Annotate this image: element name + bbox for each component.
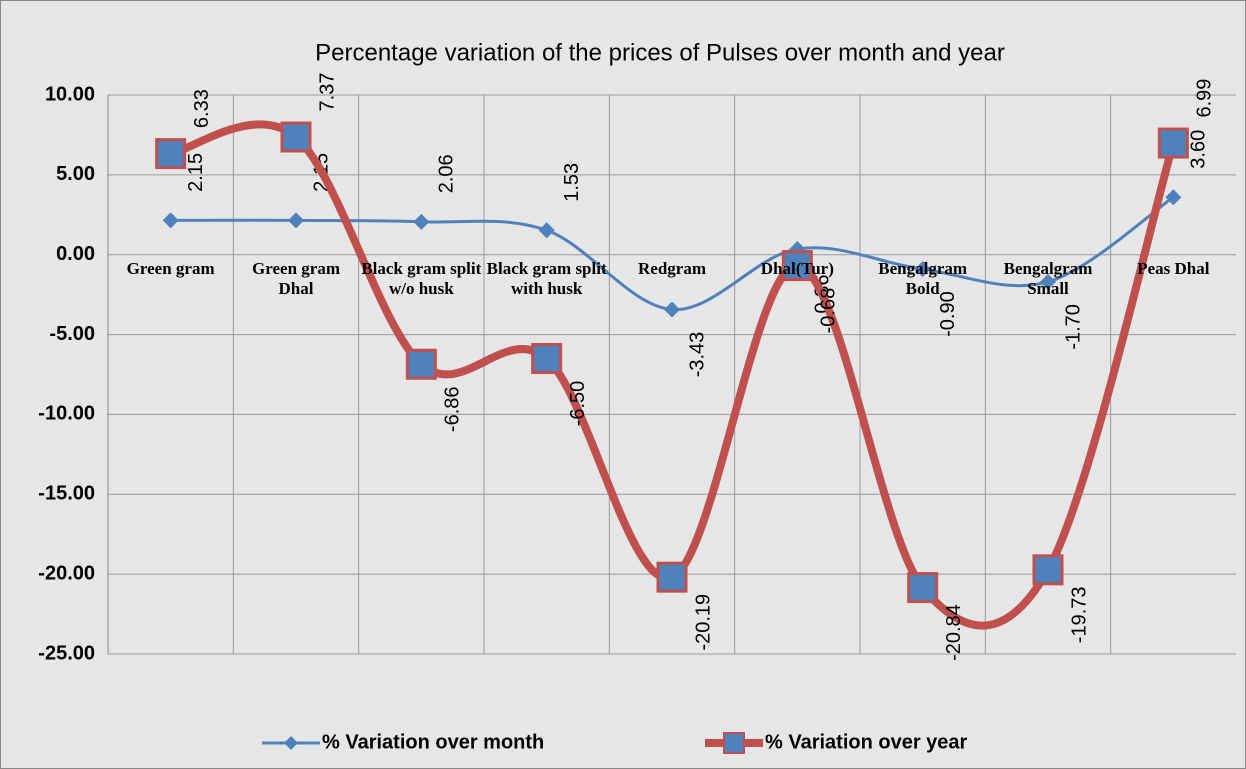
y-tick-label: -25.00 xyxy=(38,642,95,664)
marker xyxy=(1032,554,1064,586)
marker xyxy=(155,138,187,170)
data-label: 7.37 xyxy=(316,73,338,112)
data-label: -3.43 xyxy=(686,332,708,378)
y-tick-label: 10.00 xyxy=(45,83,95,105)
legend-label: % Variation over year xyxy=(765,731,968,753)
data-label: 6.33 xyxy=(191,89,213,128)
marker xyxy=(914,261,931,278)
data-label: 2.15 xyxy=(185,153,207,192)
x-tick-label: Peas Dhal xyxy=(1137,258,1210,278)
data-label: 2.06 xyxy=(436,154,458,193)
marker xyxy=(280,121,312,153)
x-tick-label: Bengalgram Small xyxy=(1003,258,1093,298)
data-label: -1.70 xyxy=(1062,304,1084,350)
legend-marker xyxy=(723,732,745,754)
y-tick-label: -5.00 xyxy=(49,323,95,345)
marker xyxy=(781,250,813,282)
legend-label: % Variation over month xyxy=(322,731,544,753)
x-tick-label: Black gram split w/o husk xyxy=(361,258,482,298)
marker xyxy=(656,561,688,593)
legend-marker xyxy=(284,736,298,750)
x-tick-label: Redgram xyxy=(638,258,706,278)
marker xyxy=(288,212,304,229)
marker xyxy=(907,572,939,604)
marker xyxy=(1040,273,1056,290)
marker xyxy=(413,213,430,230)
data-label: 3.60 xyxy=(1188,130,1210,169)
data-label: 1.53 xyxy=(561,163,583,202)
series-1: 6.33 7.37 -6.86 -6.50 -20.19 -0.68 -20.84 -19.7… xyxy=(155,73,1216,661)
y-tick-label: -10.00 xyxy=(38,403,95,425)
y-tick-label: 5.00 xyxy=(56,163,95,185)
data-label: -20.84 xyxy=(943,604,965,661)
data-label: -6.86 xyxy=(442,386,464,432)
x-tick-label: Black gram split with husk xyxy=(486,258,607,298)
y-tick-label: -20.00 xyxy=(38,562,95,584)
x-tick-label: Green gram Dhal xyxy=(252,258,340,298)
marker xyxy=(664,301,680,318)
x-tick-label: Dhal(Tur) xyxy=(760,258,834,278)
data-label: -0.68 xyxy=(818,288,840,334)
marker xyxy=(405,348,437,380)
y-tick-label: 0.00 xyxy=(56,243,95,265)
data-label: -20.19 xyxy=(692,594,714,651)
x-tick-label: Green gram xyxy=(126,258,215,278)
data-label: 6.99 xyxy=(1194,79,1216,118)
marker xyxy=(1157,127,1189,159)
marker xyxy=(1165,189,1182,206)
y-tick-label: -15.00 xyxy=(38,483,95,505)
data-label: -19.73 xyxy=(1068,586,1090,643)
chart-title: Percentage variation of the prices of Pu… xyxy=(315,39,1005,66)
marker xyxy=(531,343,563,375)
data-label: -0.90 xyxy=(937,291,959,337)
marker xyxy=(162,212,179,229)
marker xyxy=(538,222,555,239)
data-label: -6.50 xyxy=(567,381,589,427)
x-tick-label: Bengalgram Bold xyxy=(878,258,968,298)
